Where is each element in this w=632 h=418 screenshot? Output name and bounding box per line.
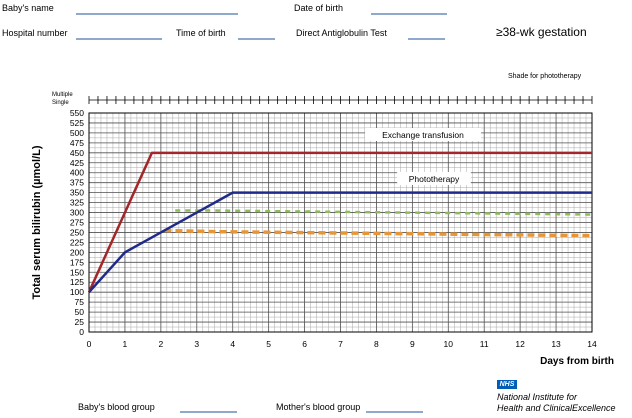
mothers-blood-group-label: Mother's blood group [276, 402, 361, 412]
y-tick-label: 100 [70, 287, 84, 297]
x-tick-label: 3 [194, 339, 199, 349]
series-line-3 [164, 228, 593, 238]
shade-note: Shade for phototherapy [508, 73, 582, 80]
phototherapy-label-box [397, 172, 471, 185]
dat-label: Direct Antiglobulin Test [296, 28, 387, 38]
y-tick-label: 450 [70, 148, 84, 158]
series-line-2 [175, 209, 593, 216]
y-tick-label: 150 [70, 267, 84, 277]
date-of-birth-field[interactable] [371, 13, 447, 15]
y-tick-label: 200 [70, 247, 84, 257]
y-tick-label: 0 [79, 327, 84, 337]
date-of-birth-label: Date of birth [294, 3, 344, 13]
y-tick-label: 550 [70, 108, 84, 118]
single-label: Single [52, 100, 69, 106]
multiple-label: Multiple [52, 92, 73, 98]
y-tick-label: 225 [70, 237, 84, 247]
x-tick-label: 4 [230, 339, 235, 349]
series-line-0 [87, 151, 592, 293]
x-tick-label: 8 [374, 339, 379, 349]
y-tick-label: 525 [70, 118, 84, 128]
y-tick-label: 50 [75, 307, 85, 317]
org-name-line1: National Institute for [497, 392, 578, 402]
y-tick-label: 75 [75, 297, 85, 307]
exchange-transfusion-label-box [365, 128, 481, 141]
exchange-transfusion-label: Exchange transfusion [382, 130, 464, 140]
x-tick-label: 6 [302, 339, 307, 349]
time-of-birth-label: Time of birth [176, 28, 226, 38]
babys-blood-group-field[interactable] [180, 411, 237, 413]
org-name-line2: Health and ClinicalExcellence [497, 403, 616, 413]
x-tick-label: 0 [87, 339, 92, 349]
babys-name-field[interactable] [76, 13, 238, 15]
x-tick-label: 9 [410, 339, 415, 349]
dat-field[interactable] [408, 38, 445, 40]
x-tick-label: 11 [480, 339, 489, 349]
y-tick-label: 475 [70, 138, 84, 148]
y-tick-label: 175 [70, 257, 84, 267]
x-tick-label: 1 [123, 339, 128, 349]
x-tick-label: 12 [515, 339, 525, 349]
time-of-birth-field[interactable] [238, 38, 275, 40]
nhs-logo: NHS [497, 380, 517, 389]
x-axis-label: Days from birth [540, 356, 614, 367]
y-tick-label: 325 [70, 198, 84, 208]
babys-name-label: Baby's name [2, 3, 54, 13]
y-tick-label: 250 [70, 227, 84, 237]
phototherapy-label: Phototherapy [409, 174, 460, 184]
x-tick-label: 10 [444, 339, 454, 349]
y-tick-label: 300 [70, 208, 84, 218]
mothers-blood-group-field[interactable] [366, 411, 423, 413]
x-tick-label: 7 [338, 339, 343, 349]
y-tick-label: 125 [70, 277, 84, 287]
plot-border [88, 112, 593, 333]
gestation-label: ≥38-wk gestation [496, 25, 587, 39]
y-tick-label: 350 [70, 188, 84, 198]
y-tick-label: 25 [75, 317, 85, 327]
hospital-number-label: Hospital number [2, 28, 68, 38]
y-tick-label: 375 [70, 178, 84, 188]
y-tick-label: 275 [70, 218, 84, 228]
x-tick-label: 14 [587, 339, 597, 349]
x-tick-label: 13 [551, 339, 561, 349]
babys-blood-group-label: Baby's blood group [78, 402, 155, 412]
series-line-1 [88, 191, 592, 294]
y-tick-label: 500 [70, 128, 84, 138]
y-tick-label: 425 [70, 158, 84, 168]
x-tick-label: 5 [266, 339, 271, 349]
x-tick-label: 2 [158, 339, 163, 349]
y-tick-label: 400 [70, 168, 84, 178]
hospital-number-field[interactable] [76, 38, 162, 40]
y-axis-label: Total serum bilirubin (µmol/L) [31, 145, 43, 299]
